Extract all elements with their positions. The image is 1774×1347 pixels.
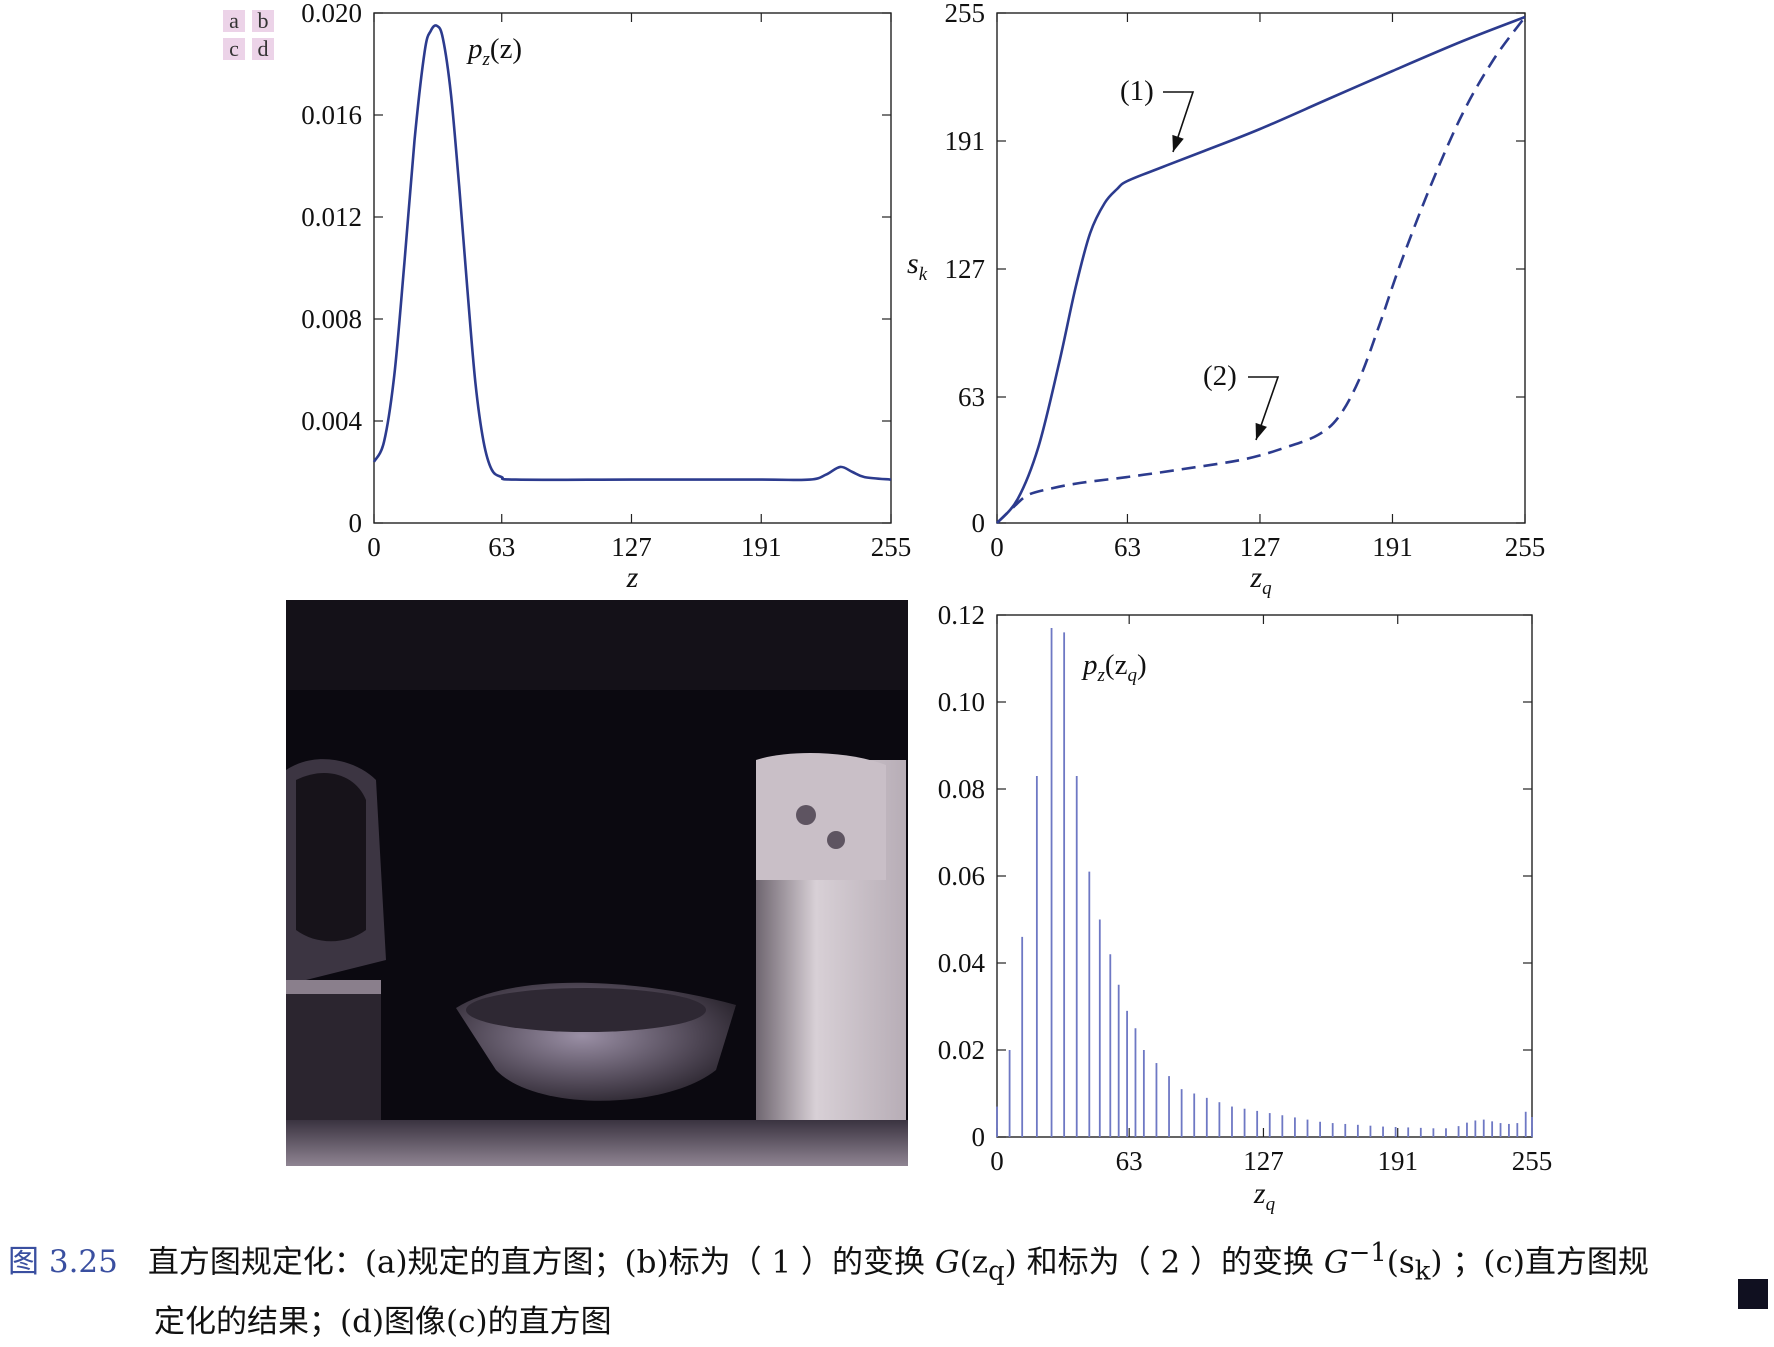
chart-b-x-tick-label-1: 63 <box>1114 532 1141 562</box>
chart-a-x-tick-label-0: 0 <box>367 532 381 562</box>
caption-figure-number: 图 3.25 <box>8 1244 118 1281</box>
chart-a-y-tick-label-4: 0.016 <box>301 100 362 130</box>
chart-a-x-tick-label-2: 127 <box>611 532 652 562</box>
caption-line-1: 图 3.25 直方图规定化：(a)规定的直方图；(b)标为（ 1 ）的变换 G(z… <box>8 1228 1768 1297</box>
chart-b-annotation-2: (2) <box>1203 360 1237 392</box>
chart-b-annotation-2-arrow <box>1248 376 1280 441</box>
result-image-c <box>286 600 908 1166</box>
figure-caption: 图 3.25 直方图规定化：(a)规定的直方图；(b)标为（ 1 ）的变换 G(z… <box>8 1228 1768 1347</box>
caption-text-1c: ；(c)直方图规 <box>1442 1244 1649 1281</box>
chart-b-x-tick-label-0: 0 <box>990 532 1004 562</box>
caption-ginv-sub: k <box>1414 1256 1431 1287</box>
caption-ginv-sup: −1 <box>1348 1238 1387 1268</box>
chart-b-series-line-0 <box>996 15 1526 524</box>
chart-b-y-tick-label-2: 127 <box>945 254 986 284</box>
chart-b-series-line-1 <box>996 16 1527 524</box>
chart-a-plot-frame <box>373 12 892 524</box>
chart-d-y-tick-label-3: 0.06 <box>938 861 985 891</box>
chart-a-x-tick-label-4: 255 <box>871 532 912 562</box>
chart-a-x-tick-label-3: 191 <box>741 532 782 562</box>
chart-b-plot-frame <box>996 12 1526 524</box>
result-image-drawing <box>286 600 908 1166</box>
chart-b-x-tick-label-2: 127 <box>1240 532 1281 562</box>
panel-tag-d: d <box>252 38 274 60</box>
chart-d-x-tick-label-3: 191 <box>1377 1146 1418 1176</box>
chart-b-annotation-1-arrow <box>1163 91 1195 153</box>
chart-d-y-tick-label-2: 0.04 <box>938 948 986 978</box>
chart-a-curve-label: pz(z) <box>466 33 522 70</box>
caption-text-1b: 和标为（ 2 ）的变换 <box>1016 1244 1324 1281</box>
caption-g: G <box>934 1244 960 1281</box>
chart-b-transformations: 0 63 127 191 255 0 63 127 191 255 zq sk (1) (2) <box>907 0 1545 599</box>
caption-g-arg-open: (z <box>959 1244 989 1281</box>
chart-b-annotation-1-arrow-head <box>1172 134 1184 152</box>
panel-tag-b: b <box>252 10 274 32</box>
panel-tag-a: a <box>223 10 245 32</box>
caption-ginv-arg-close: ) <box>1430 1244 1443 1281</box>
chart-d-x-tick-label-2: 127 <box>1243 1146 1284 1176</box>
chart-a-series-line-0 <box>372 24 892 482</box>
caption-line-2: 定化的结果；(d)图像(c)的直方图 <box>154 1303 612 1340</box>
figure-charts: 0 63 127 191 25500.0040.0080.0120.0160.020zp… <box>301 0 1553 1215</box>
chart-b-annotation-1: (1) <box>1120 75 1154 107</box>
caption-ginv-arg-open: (s <box>1386 1244 1415 1281</box>
chart-b-y-tick-label-0: 0 <box>972 508 986 538</box>
caption-text-1a: 直方图规定化：(a)规定的直方图；(b)标为（ 1 ）的变换 <box>147 1244 935 1281</box>
end-of-caption-square <box>1738 1279 1768 1309</box>
chart-b-x-tick-label-3: 191 <box>1372 532 1413 562</box>
chart-a-specified-histogram: 0 63 127 191 255 0 0.004 0.008 0.012 0.016 0.020 z p… <box>301 0 911 594</box>
chart-d-x-tick-label-1: 63 <box>1116 1146 1143 1176</box>
chart-a-y-tick-label-3: 0.012 <box>301 202 362 232</box>
chart-b-x-axis-label: zq <box>1249 561 1272 599</box>
chart-b-y-tick-label-3: 191 <box>945 126 986 156</box>
chart-a-y-tick-label-5: 0.020 <box>301 0 362 28</box>
chart-d-result-histogram: 0 63 127 191 255 0 0.02 0.04 0.06 0.08 0.10 0.12 zq p… <box>938 600 1553 1215</box>
chart-b-annotation-2-arrow-head <box>1255 422 1267 440</box>
caption-g-sub: q <box>988 1256 1005 1287</box>
panel-tag-c: c <box>223 38 245 60</box>
caption-g-arg-close: ) <box>1004 1244 1017 1281</box>
chart-d-x-tick-label-4: 255 <box>1512 1146 1553 1176</box>
chart-a-y-tick-label-2: 0.008 <box>301 304 362 334</box>
caption-ginv: G <box>1323 1244 1349 1281</box>
chart-a-y-tick-label-1: 0.004 <box>301 406 362 436</box>
chart-d-x-axis-label: zq <box>1253 1177 1276 1215</box>
chart-b-y-axis-label: sk <box>907 247 928 285</box>
chart-d-y-tick-label-6: 0.12 <box>938 600 985 630</box>
chart-d-y-tick-label-1: 0.02 <box>938 1035 985 1065</box>
chart-a-x-tick-label-1: 63 <box>488 532 515 562</box>
chart-a-y-tick-label-0: 0 <box>349 508 363 538</box>
chart-d-y-tick-label-0: 0 <box>972 1122 986 1152</box>
chart-a-x-axis-label: z <box>626 561 639 594</box>
chart-b-y-tick-label-4: 255 <box>945 0 986 28</box>
chart-d-curve-label: pz(zq) <box>1081 649 1147 686</box>
chart-d-y-tick-label-5: 0.10 <box>938 687 985 717</box>
chart-d-y-tick-label-4: 0.08 <box>938 774 985 804</box>
chart-b-x-tick-label-4: 255 <box>1505 532 1546 562</box>
chart-b-y-tick-label-1: 63 <box>958 382 985 412</box>
chart-d-x-tick-label-0: 0 <box>990 1146 1004 1176</box>
